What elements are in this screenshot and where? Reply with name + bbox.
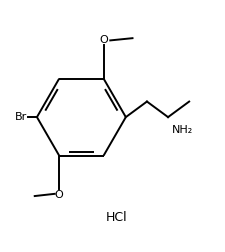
Text: O: O	[55, 190, 63, 200]
Text: Br: Br	[15, 112, 27, 122]
Text: NH₂: NH₂	[171, 125, 193, 135]
Text: O: O	[99, 35, 108, 45]
Text: HCl: HCl	[106, 211, 128, 224]
